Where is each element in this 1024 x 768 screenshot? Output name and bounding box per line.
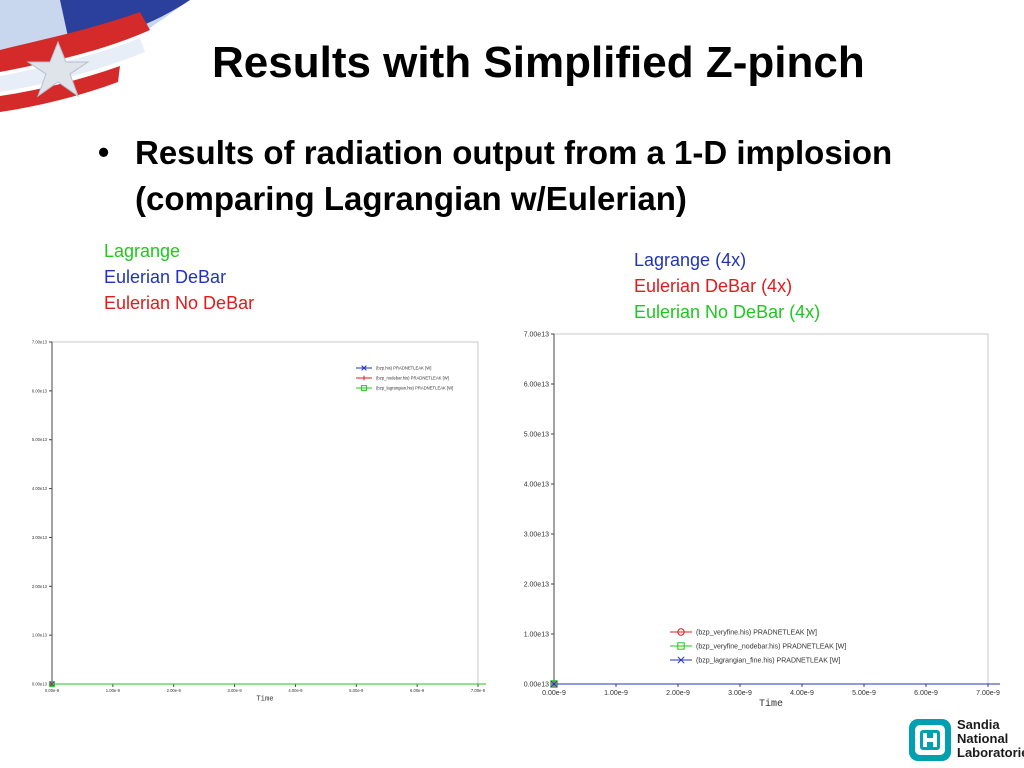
bullet-marker: •	[98, 134, 110, 170]
data-point	[550, 680, 558, 688]
left-legend-eulerian-no-debar: Eulerian No DeBar	[104, 293, 255, 313]
series-2	[49, 388, 486, 687]
right-chart: 0.00e13 1.00e13 2.00e13 3.00e13 4.00e13 5.00e…	[510, 322, 1000, 714]
sandia-logo-text: Sandia National Laboratories	[957, 718, 1024, 760]
right-series-legend: Lagrange (4x) Eulerian DeBar (4x) Euleri…	[634, 247, 820, 325]
y-tick-label: 3.00e13	[524, 531, 549, 538]
x-tick-label: 3.00e-9	[728, 690, 752, 697]
chart-background	[510, 322, 1000, 714]
chart-legend: (bzp.his) PRADNETLEAK [W] (bzp_nodebar.hi…	[356, 365, 453, 391]
legend-label: (bzp_lagrangian.his) PRADNETLEAK [W]	[376, 385, 453, 390]
y-tick-label: 7.00e13	[32, 339, 48, 344]
x-axis-label: Time	[256, 695, 273, 703]
y-tick-label: 0.00e13	[524, 681, 549, 688]
y-tick-label: 0.00e13	[32, 681, 48, 686]
y-tick-label: 7.00e13	[524, 331, 549, 338]
x-tick-label: 6.00e-9	[410, 688, 425, 693]
legend-label: (bzp.his) PRADNETLEAK [W]	[376, 365, 431, 370]
y-tick-label: 3.00e13	[32, 535, 48, 540]
x-tick-label: 5.00e-9	[852, 690, 876, 697]
data-point	[49, 681, 55, 687]
y-tick-label: 6.00e13	[32, 388, 48, 393]
series-1	[550, 411, 1000, 688]
x-axis-label: Time	[759, 698, 783, 710]
data-point	[361, 385, 367, 391]
data-point	[361, 375, 367, 381]
x-tick-label: 1.00e-9	[604, 690, 628, 697]
chart-background	[26, 328, 486, 708]
slide-title: Results with Simplified Z-pinch	[212, 38, 865, 87]
x-tick-label: 2.00e-9	[666, 690, 690, 697]
data-point	[677, 642, 685, 650]
y-tick-label: 6.00e13	[524, 381, 549, 388]
logo-line-3: Laboratories	[957, 745, 1024, 760]
x-tick-label: 4.00e-9	[288, 688, 303, 693]
y-tick-label: 5.00e13	[32, 437, 48, 442]
legend-label: (bzp_veryfine_nodebar.his) PRADNETLEAK […	[696, 643, 846, 650]
y-tick-label: 2.00e13	[524, 581, 549, 588]
left-chart: 0.00e13 1.00e13 2.00e13 3.00e13 4.00e13 5.00e…	[26, 328, 486, 708]
data-point	[677, 628, 685, 636]
series-2	[550, 371, 1000, 688]
right-legend-lagrange-4x: Lagrange (4x)	[634, 250, 747, 270]
data-point	[677, 656, 685, 664]
sandia-logo-icon	[909, 719, 951, 761]
left-series-legend: Lagrange Eulerian DeBar Eulerian No DeBa…	[104, 238, 254, 316]
left-legend-eulerian-debar: Eulerian DeBar	[104, 267, 227, 287]
logo-line-2: National	[957, 731, 1009, 746]
legend-label: (bzp_lagrangian_fine.his) PRADNETLEAK [W…	[696, 657, 840, 664]
y-tick-label: 5.00e13	[524, 431, 549, 438]
legend-label: (bzp_nodebar.his) PRADNETLEAK [W]	[376, 375, 449, 380]
star-icon	[26, 40, 90, 98]
logo-line-1: Sandia	[957, 717, 1000, 732]
flag-banner-decoration	[0, 0, 190, 112]
right-legend-eulerian-debar-4x: Eulerian DeBar (4x)	[634, 276, 793, 296]
x-tick-label: 2.00e-9	[167, 688, 182, 693]
data-point	[550, 680, 558, 688]
y-tick-label: 4.00e13	[524, 481, 549, 488]
left-legend-lagrange: Lagrange	[104, 241, 181, 261]
y-tick-label: 4.00e13	[32, 486, 48, 491]
chart-legend: (bzp_veryfine.his) PRADNETLEAK [W] (bzp_v…	[670, 628, 846, 664]
x-tick-label: 7.00e-9	[976, 690, 1000, 697]
x-tick-label: 7.00e-9	[471, 688, 486, 693]
x-tick-label: 4.00e-9	[790, 690, 814, 697]
x-tick-label: 0.00e-9	[542, 690, 566, 697]
legend-label: (bzp_veryfine.his) PRADNETLEAK [W]	[696, 629, 817, 636]
x-tick-label: 6.00e-9	[914, 690, 938, 697]
y-tick-label: 1.00e13	[32, 633, 48, 638]
data-point	[361, 365, 367, 371]
y-tick-label: 2.00e13	[32, 584, 48, 589]
x-tick-label: 1.00e-9	[106, 688, 121, 693]
x-tick-label: 3.00e-9	[227, 688, 242, 693]
y-tick-label: 1.00e13	[524, 631, 549, 638]
bullet-text: Results of radiation output from a 1-D i…	[135, 134, 893, 217]
right-legend-eulerian-no-debar-4x: Eulerian No DeBar (4x)	[634, 302, 821, 322]
x-tick-label: 5.00e-9	[349, 688, 364, 693]
x-tick-label: 0.00e-9	[45, 688, 60, 693]
